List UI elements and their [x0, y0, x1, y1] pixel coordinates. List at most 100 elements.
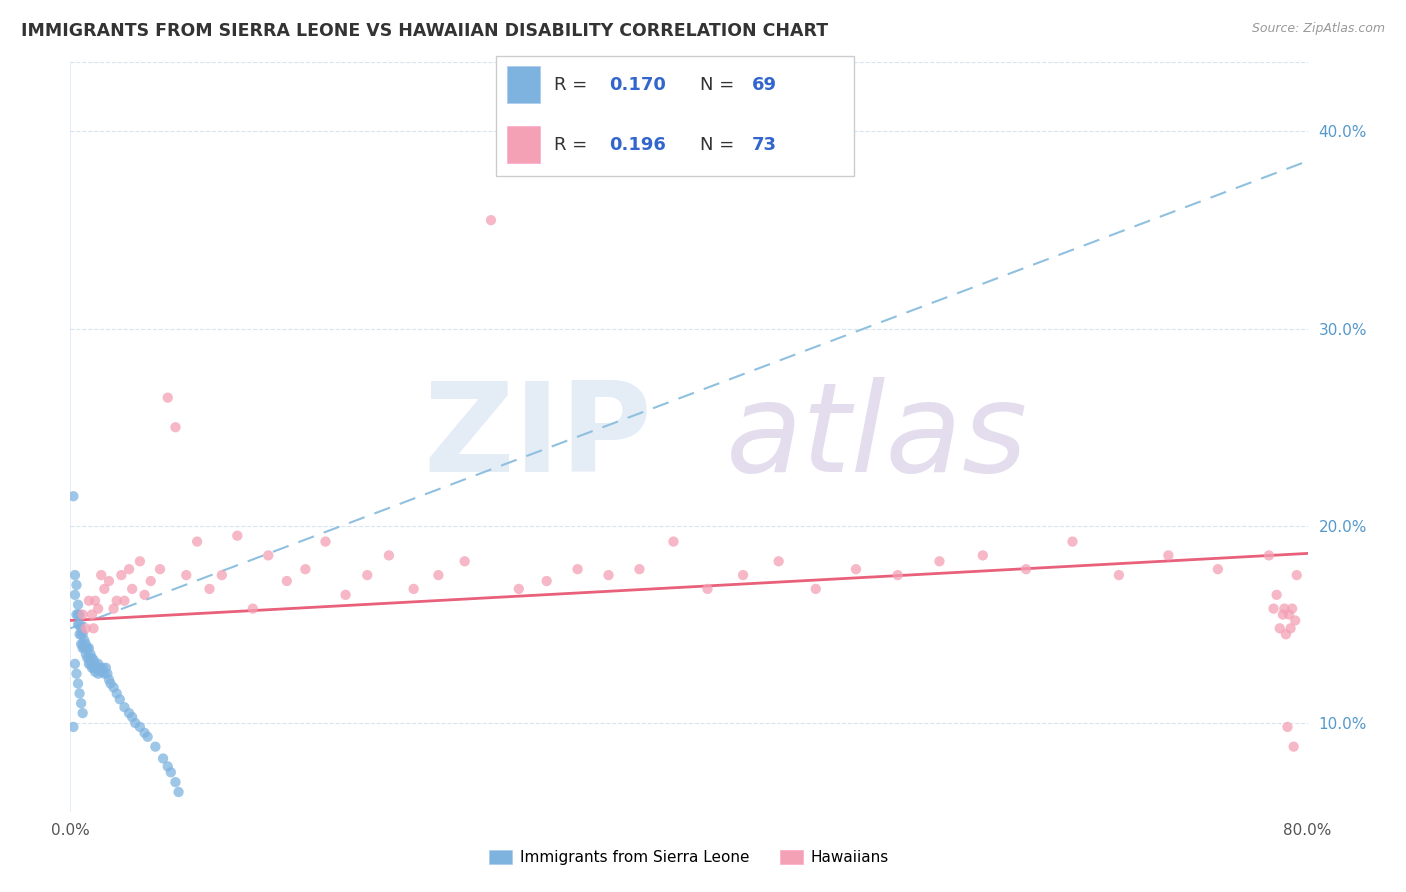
Point [733, 568, 755, 582]
Point [72, 627, 94, 641]
Point [160, 765, 183, 780]
Point [80, 651, 103, 665]
Point [77, 651, 100, 665]
Point [98, 673, 120, 687]
Point [72, 637, 94, 651]
Point [70, 637, 93, 651]
Point [165, 420, 187, 434]
Point [1206, 562, 1229, 576]
Legend: Immigrants from Sierra Leone, Hawaiians: Immigrants from Sierra Leone, Hawaiians [484, 844, 894, 871]
Point [1258, 549, 1281, 563]
Text: N =: N = [700, 136, 741, 153]
Point [87, 666, 110, 681]
Point [129, 554, 152, 568]
Point [1265, 588, 1288, 602]
Point [75, 647, 97, 661]
Point [75, 637, 97, 651]
Point [454, 554, 477, 568]
Point [105, 593, 128, 607]
Point [121, 582, 143, 596]
Point [75, 621, 97, 635]
Point [67, 598, 90, 612]
Point [72, 607, 94, 622]
Point [628, 562, 651, 576]
Point [67, 607, 90, 622]
Point [105, 686, 128, 700]
Point [110, 568, 132, 582]
Point [114, 593, 135, 607]
Point [124, 716, 146, 731]
Point [257, 549, 280, 563]
Point [1279, 621, 1302, 635]
Point [77, 641, 100, 656]
Point [696, 582, 718, 596]
Text: R =: R = [554, 76, 593, 94]
Point [93, 582, 115, 596]
Point [479, 213, 502, 227]
Point [62, 489, 84, 503]
Point [1275, 627, 1298, 641]
Point [73, 633, 96, 648]
Point [118, 706, 141, 720]
Text: N =: N = [700, 76, 741, 94]
Point [65, 578, 87, 592]
Point [80, 607, 103, 622]
Point [63, 568, 86, 582]
Point [1157, 549, 1180, 563]
Point [972, 549, 994, 563]
Point [211, 568, 233, 582]
Point [1108, 568, 1130, 582]
Point [77, 657, 100, 671]
Point [72, 706, 94, 720]
Point [76, 641, 98, 656]
Point [598, 568, 620, 582]
Point [108, 692, 131, 706]
Point [76, 651, 98, 665]
Point [887, 568, 910, 582]
Point [69, 607, 91, 622]
Point [91, 661, 114, 675]
Point [73, 641, 96, 656]
Point [121, 710, 143, 724]
Point [103, 601, 125, 615]
Point [198, 582, 221, 596]
Point [84, 593, 107, 607]
Point [1062, 534, 1084, 549]
Point [114, 700, 135, 714]
Point [65, 666, 87, 681]
Point [98, 574, 120, 588]
Point [79, 657, 101, 671]
FancyBboxPatch shape [496, 56, 853, 176]
Point [75, 641, 97, 656]
Point [335, 588, 357, 602]
Point [67, 617, 90, 632]
Point [186, 534, 208, 549]
Point [156, 759, 179, 773]
Point [100, 676, 122, 690]
Point [134, 726, 156, 740]
Point [62, 720, 84, 734]
Point [768, 554, 790, 568]
Point [174, 568, 197, 582]
Point [1282, 739, 1305, 754]
Point [804, 582, 827, 596]
Text: R =: R = [554, 136, 593, 153]
Point [96, 666, 118, 681]
Point [103, 681, 125, 695]
Point [508, 582, 530, 596]
Point [87, 657, 110, 671]
Point [67, 676, 90, 690]
Point [242, 601, 264, 615]
Point [427, 568, 450, 582]
Point [567, 562, 589, 576]
Point [72, 641, 94, 656]
Point [90, 568, 112, 582]
Point [536, 574, 558, 588]
Point [156, 391, 179, 405]
Point [139, 574, 162, 588]
Point [1015, 562, 1038, 576]
Point [845, 562, 868, 576]
Point [165, 775, 187, 789]
Point [82, 621, 105, 635]
Point [402, 582, 425, 596]
